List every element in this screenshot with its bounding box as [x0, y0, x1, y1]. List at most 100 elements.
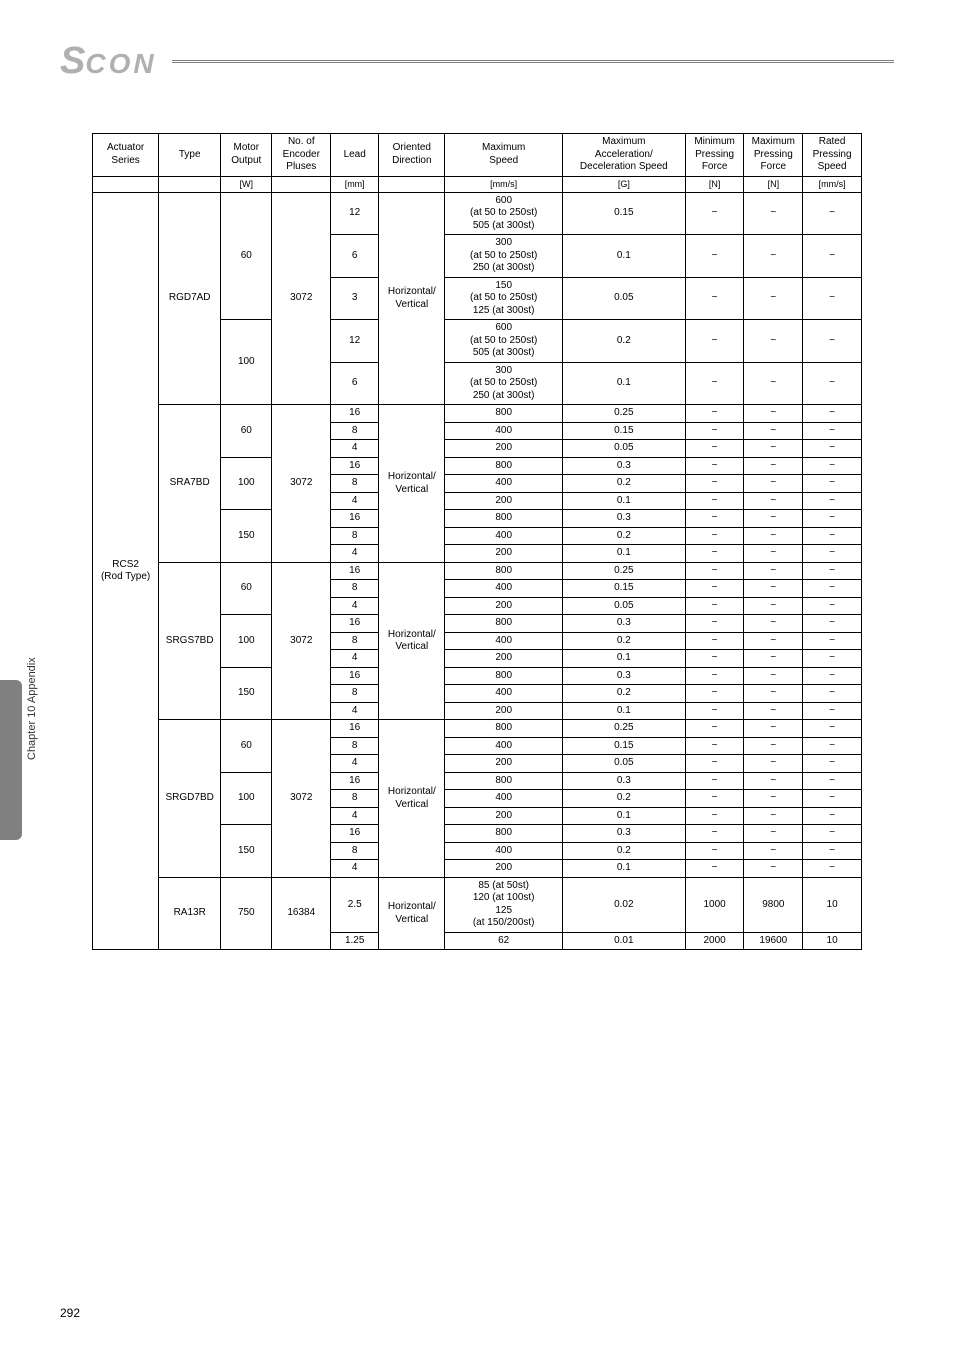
rated-cell: −: [803, 720, 862, 738]
motor-cell: 750: [221, 877, 272, 950]
lead-cell: 16: [331, 720, 379, 738]
accel-cell: 0.3: [562, 772, 685, 790]
speed-cell: 800: [445, 667, 562, 685]
rated-cell: −: [803, 457, 862, 475]
rated-cell: −: [803, 562, 862, 580]
encoder-cell: 3072: [272, 562, 331, 720]
accel-cell: 0.1: [562, 860, 685, 878]
col-rated: RatedPressingSpeed: [803, 134, 862, 177]
minforce-cell: −: [685, 562, 744, 580]
maxforce-cell: −: [744, 825, 803, 843]
type-cell: SRGD7BD: [159, 720, 221, 878]
page-number: 292: [60, 1306, 80, 1320]
minforce-cell: −: [685, 755, 744, 773]
speed-cell: 150(at 50 to 250st)125 (at 300st): [445, 277, 562, 320]
col-encoder: No. ofEncoderPluses: [272, 134, 331, 177]
table-row: RA13R750163842.5Horizontal/Vertical85 (a…: [93, 877, 862, 932]
lead-cell: 16: [331, 457, 379, 475]
minforce-cell: −: [685, 457, 744, 475]
lead-cell: 6: [331, 362, 379, 405]
unit-maxspeed: [mm/s]: [445, 176, 562, 192]
maxforce-cell: −: [744, 702, 803, 720]
lead-cell: 4: [331, 492, 379, 510]
table-row: RCS2(Rod Type)RGD7AD60307212Horizontal/V…: [93, 192, 862, 235]
speed-cell: 800: [445, 457, 562, 475]
motor-cell: 100: [221, 320, 272, 405]
speed-cell: 400: [445, 790, 562, 808]
lead-cell: 12: [331, 192, 379, 235]
minforce-cell: −: [685, 235, 744, 278]
lead-cell: 12: [331, 320, 379, 363]
maxforce-cell: −: [744, 320, 803, 363]
lead-cell: 8: [331, 790, 379, 808]
rated-cell: −: [803, 860, 862, 878]
accel-cell: 0.1: [562, 492, 685, 510]
lead-cell: 2.5: [331, 877, 379, 932]
lead-cell: 16: [331, 510, 379, 528]
rated-cell: −: [803, 235, 862, 278]
maxforce-cell: −: [744, 362, 803, 405]
accel-cell: 0.25: [562, 720, 685, 738]
speed-cell: 200: [445, 755, 562, 773]
maxforce-cell: −: [744, 597, 803, 615]
accel-cell: 0.3: [562, 615, 685, 633]
lead-cell: 16: [331, 405, 379, 423]
maxforce-cell: −: [744, 632, 803, 650]
minforce-cell: −: [685, 842, 744, 860]
lead-cell: 8: [331, 527, 379, 545]
maxforce-cell: −: [744, 772, 803, 790]
minforce-cell: 2000: [685, 932, 744, 950]
rated-cell: −: [803, 615, 862, 633]
speed-cell: 200: [445, 545, 562, 563]
rated-cell: −: [803, 320, 862, 363]
speed-cell: 200: [445, 807, 562, 825]
col-motor: MotorOutput: [221, 134, 272, 177]
maxforce-cell: −: [744, 562, 803, 580]
unit-maxaccel: [G]: [562, 176, 685, 192]
rated-cell: −: [803, 597, 862, 615]
minforce-cell: −: [685, 320, 744, 363]
maxforce-cell: −: [744, 685, 803, 703]
minforce-cell: −: [685, 667, 744, 685]
maxforce-cell: 9800: [744, 877, 803, 932]
maxforce-cell: 19600: [744, 932, 803, 950]
maxforce-cell: −: [744, 615, 803, 633]
lead-cell: 6: [331, 235, 379, 278]
lead-cell: 4: [331, 650, 379, 668]
minforce-cell: −: [685, 362, 744, 405]
maxforce-cell: −: [744, 422, 803, 440]
speed-cell: 200: [445, 860, 562, 878]
speed-cell: 600(at 50 to 250st)505 (at 300st): [445, 192, 562, 235]
rated-cell: −: [803, 807, 862, 825]
minforce-cell: −: [685, 790, 744, 808]
accel-cell: 0.05: [562, 440, 685, 458]
minforce-cell: −: [685, 807, 744, 825]
minforce-cell: −: [685, 580, 744, 598]
encoder-cell: 3072: [272, 720, 331, 878]
encoder-cell: 3072: [272, 192, 331, 405]
lead-cell: 8: [331, 580, 379, 598]
lead-cell: 4: [331, 597, 379, 615]
encoder-cell: 3072: [272, 405, 331, 563]
rated-cell: 10: [803, 877, 862, 932]
accel-cell: 0.01: [562, 932, 685, 950]
lead-cell: 8: [331, 475, 379, 493]
minforce-cell: −: [685, 192, 744, 235]
direction-cell: Horizontal/Vertical: [379, 720, 445, 878]
speed-cell: 200: [445, 702, 562, 720]
type-cell: SRA7BD: [159, 405, 221, 563]
accel-cell: 0.05: [562, 755, 685, 773]
minforce-cell: −: [685, 545, 744, 563]
unit-maxforce: [N]: [744, 176, 803, 192]
speed-cell: 400: [445, 527, 562, 545]
maxforce-cell: −: [744, 235, 803, 278]
minforce-cell: −: [685, 650, 744, 668]
rated-cell: −: [803, 772, 862, 790]
maxforce-cell: −: [744, 457, 803, 475]
speed-cell: 800: [445, 825, 562, 843]
minforce-cell: −: [685, 825, 744, 843]
rated-cell: −: [803, 685, 862, 703]
accel-cell: 0.15: [562, 192, 685, 235]
speed-cell: 400: [445, 422, 562, 440]
maxforce-cell: −: [744, 192, 803, 235]
